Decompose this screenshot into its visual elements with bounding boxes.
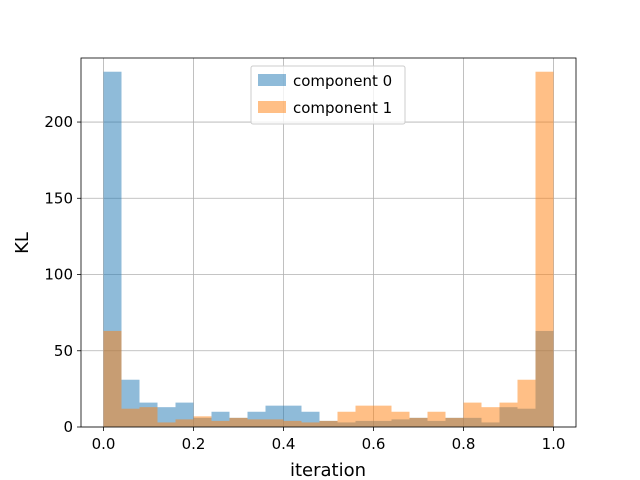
series-1-bars — [103, 71, 554, 427]
legend-swatch — [258, 101, 286, 113]
legend-label: component 0 — [293, 72, 392, 90]
histogram-bar — [409, 417, 428, 427]
histogram-bar — [481, 407, 500, 427]
x-tick-label: 0.0 — [92, 435, 116, 453]
histogram-bar — [103, 330, 122, 427]
histogram-bar — [247, 419, 266, 427]
legend-label: component 1 — [293, 99, 392, 117]
histogram-bar — [337, 411, 356, 427]
histogram-bar — [283, 420, 302, 427]
y-tick-label: 0 — [63, 418, 73, 436]
y-tick-label: 150 — [44, 189, 73, 207]
histogram-bar — [355, 405, 374, 427]
histogram-bar — [463, 402, 482, 427]
histogram-bar — [445, 417, 464, 427]
histogram-bar — [139, 407, 158, 427]
histogram-bar — [319, 420, 338, 427]
histogram-bar — [175, 419, 194, 427]
legend-swatch — [258, 74, 286, 86]
legend-box — [250, 65, 406, 125]
histogram-bar — [391, 411, 410, 427]
tick-labels: 0.0 0.2 0.4 0.6 0.8 1.0 0 50 100 150 200 — [44, 113, 565, 453]
histogram-bar — [373, 405, 392, 427]
x-tick-label: 0.4 — [272, 435, 296, 453]
series-0-bars — [103, 71, 554, 427]
x-tick-label: 1.0 — [542, 435, 566, 453]
histogram-bar — [157, 407, 176, 427]
x-tick-label: 0.8 — [452, 435, 476, 453]
plot-frame — [80, 57, 577, 428]
histogram-bar — [517, 379, 536, 427]
x-tick-label: 0.6 — [362, 435, 386, 453]
histogram-bar — [427, 411, 446, 427]
histogram-bar — [193, 416, 212, 427]
histogram-bar — [301, 422, 320, 427]
histogram-bar — [265, 419, 284, 427]
y-axis-label: KL — [12, 232, 33, 254]
x-axis-label: iteration — [290, 460, 366, 480]
histogram-bar — [211, 420, 230, 427]
histogram-bar — [121, 408, 140, 427]
y-tick-label: 100 — [44, 266, 73, 284]
y-tick-label: 200 — [44, 113, 73, 131]
histogram-bar — [499, 402, 518, 427]
histogram-bar — [157, 422, 176, 427]
histogram-bar — [535, 71, 554, 427]
histogram-bars — [103, 71, 554, 427]
x-tick-label: 0.2 — [182, 435, 206, 453]
legend: component 0 component 1 — [250, 65, 406, 125]
axes — [80, 57, 577, 428]
y-tick-label: 50 — [54, 342, 73, 360]
histogram-bar — [229, 417, 248, 427]
